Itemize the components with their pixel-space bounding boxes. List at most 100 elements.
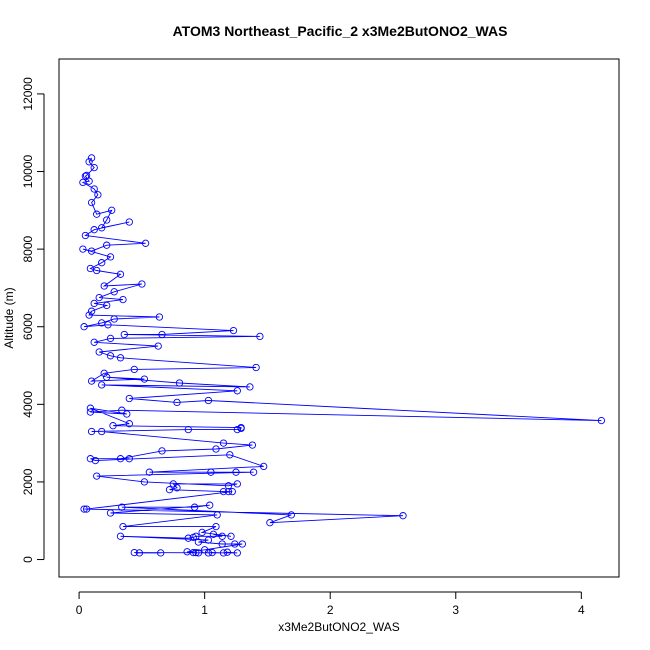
data-point [93,266,101,275]
data-point [86,455,95,463]
data-point [228,487,236,496]
data-point [252,363,260,372]
data-point [118,503,126,511]
data-point [231,540,239,548]
data-point [130,548,138,557]
data-point [90,338,98,346]
y-tick-label: 6000 [21,313,35,340]
data-point [233,387,241,395]
data-point [173,398,181,407]
x-tick-label: 4 [578,603,585,617]
data-point [109,422,117,430]
data-point [246,383,254,391]
data-point [219,549,228,557]
data-point [165,486,174,494]
data-point [233,549,241,557]
data-point [106,334,115,343]
data-point [190,503,199,511]
data-point [249,468,258,476]
x-tick-label: 2 [327,603,334,617]
data-point [100,282,108,290]
data-point [233,425,241,434]
data-point [212,445,220,453]
data-point [130,365,138,374]
y-tick-label: 0 [21,556,35,563]
data-point [85,158,93,166]
data-point [103,241,111,249]
data-point [80,505,88,513]
data-point [98,224,106,232]
y-tick-label: 2000 [21,468,35,495]
data-point [125,455,133,463]
data-point [260,462,268,471]
data-point [226,451,234,459]
data-point [218,532,226,540]
data-point [100,369,108,377]
data-point [184,534,192,542]
series-layer [79,154,606,557]
data-point [103,373,111,381]
data-point [119,522,127,531]
data-point [207,468,215,476]
data-point [184,425,192,434]
data-point [256,332,264,341]
data-point [154,342,162,350]
data-point [238,540,246,548]
data-point [85,311,93,319]
data-point [93,210,101,218]
data-point [79,178,87,187]
data-point [116,354,125,362]
x-tick-label: 0 [76,603,83,617]
data-point [87,198,96,207]
y-tick-label: 10000 [21,155,35,189]
data-point [194,549,203,557]
data-point [103,301,111,310]
data-point [175,379,184,387]
data-point [213,511,221,519]
data-point [218,540,226,548]
data-point [399,512,407,520]
data-point [192,548,200,557]
y-axis: 0 2000 4000 6000 8000 10000 12000 [21,77,45,563]
data-point [135,549,144,557]
data-point [119,295,127,304]
data-point [212,522,220,531]
data-point [209,530,218,538]
data-point [125,420,133,428]
data-point [208,548,216,557]
x-tick-label: 3 [452,603,459,617]
data-point [81,231,90,240]
data-point [204,536,213,544]
data-point [140,375,149,383]
data-point [98,381,106,389]
chart-title: ATOM3 Northeast_Pacific_2 x3Me2ButONO2_W… [173,23,508,39]
data-point [103,216,111,224]
data-point [106,509,115,517]
data-point [116,455,125,463]
data-point [198,528,206,537]
data-point [145,468,154,476]
data-point [80,323,88,331]
data-point [266,519,274,527]
data-point [224,482,233,490]
data-point [90,185,98,193]
data-point [116,532,125,540]
data-point [110,288,118,296]
data-point [248,441,257,449]
data-point [158,330,166,339]
x-axis: 0 1 2 3 4 [76,591,585,617]
data-point [219,439,228,447]
data-point [287,511,295,519]
data-point [79,245,87,253]
x-axis-label: x3Me2ButONO2_WAS [278,620,400,634]
data-point [86,404,95,412]
data-point [87,307,96,315]
data-point [173,484,181,492]
data-point [227,532,235,540]
data-point [106,352,115,360]
data-point [224,487,233,496]
data-point [104,321,112,329]
data-point [194,538,203,546]
data-point [95,348,103,356]
